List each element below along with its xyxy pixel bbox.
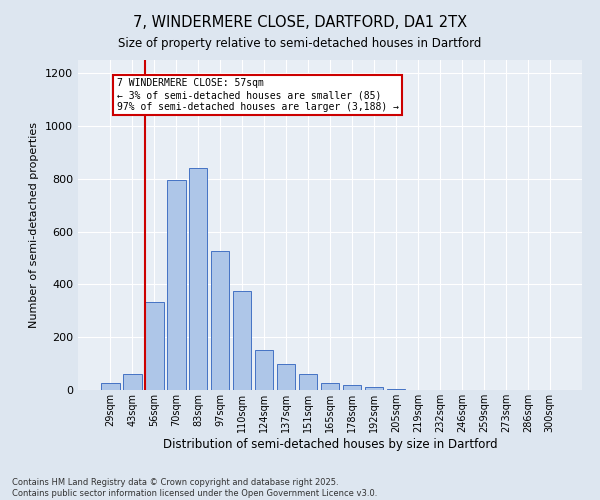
Bar	[189, 168, 208, 390]
Text: Size of property relative to semi-detached houses in Dartford: Size of property relative to semi-detach…	[118, 38, 482, 51]
Bar	[255, 350, 274, 390]
X-axis label: Distribution of semi-detached houses by size in Dartford: Distribution of semi-detached houses by …	[163, 438, 497, 450]
Bar	[343, 384, 361, 390]
Bar	[386, 389, 405, 390]
Text: Contains HM Land Registry data © Crown copyright and database right 2025.
Contai: Contains HM Land Registry data © Crown c…	[12, 478, 377, 498]
Y-axis label: Number of semi-detached properties: Number of semi-detached properties	[29, 122, 40, 328]
Bar	[299, 374, 317, 390]
Bar	[211, 252, 229, 390]
Text: 7, WINDERMERE CLOSE, DARTFORD, DA1 2TX: 7, WINDERMERE CLOSE, DARTFORD, DA1 2TX	[133, 15, 467, 30]
Bar	[277, 364, 295, 390]
Bar	[365, 387, 383, 390]
Bar	[320, 384, 340, 390]
Bar	[145, 302, 164, 390]
Bar	[167, 180, 185, 390]
Bar	[101, 382, 119, 390]
Bar	[233, 291, 251, 390]
Text: 7 WINDERMERE CLOSE: 57sqm
← 3% of semi-detached houses are smaller (85)
97% of s: 7 WINDERMERE CLOSE: 57sqm ← 3% of semi-d…	[117, 78, 399, 112]
Bar	[123, 374, 142, 390]
